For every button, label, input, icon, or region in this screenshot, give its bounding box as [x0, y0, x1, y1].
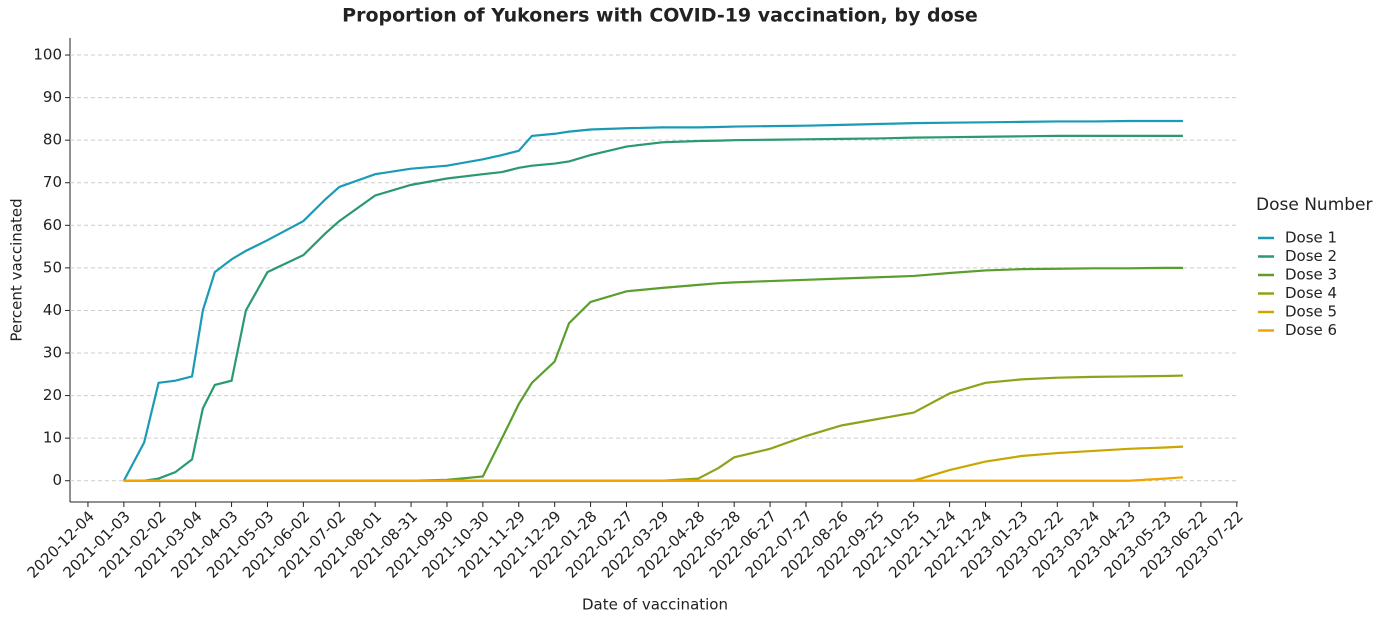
y-tick-label: 80 — [43, 131, 62, 149]
chart-title: Proportion of Yukoners with COVID-19 vac… — [342, 5, 978, 27]
legend-label: Dose 2 — [1285, 247, 1337, 265]
y-tick-label: 0 — [52, 471, 62, 489]
x-axis-label: Date of vaccination — [582, 596, 728, 614]
legend-label: Dose 3 — [1285, 266, 1337, 284]
series-line — [123, 266, 1183, 482]
series-line — [123, 445, 1184, 482]
legend-title: Dose Number — [1256, 195, 1373, 215]
legend-label: Dose 4 — [1285, 284, 1337, 302]
y-tick-label: 50 — [43, 258, 62, 276]
legend-label: Dose 1 — [1285, 229, 1337, 247]
y-tick-label: 90 — [43, 88, 62, 106]
series-line — [123, 134, 1183, 482]
series-line — [123, 374, 1183, 482]
y-tick-label: 70 — [43, 173, 62, 191]
y-tick-label: 40 — [43, 301, 62, 319]
legend-label: Dose 5 — [1285, 303, 1337, 321]
y-tick-label: 10 — [43, 429, 62, 447]
y-tick-label: 20 — [43, 386, 62, 404]
y-tick-label: 60 — [43, 216, 62, 234]
series-line — [123, 476, 1184, 482]
y-tick-label: 30 — [43, 344, 62, 362]
y-tick-label: 100 — [33, 46, 62, 64]
legend-label: Dose 6 — [1285, 321, 1337, 339]
series-line — [122, 119, 1183, 482]
y-axis-label: Percent vaccinated — [8, 198, 26, 341]
